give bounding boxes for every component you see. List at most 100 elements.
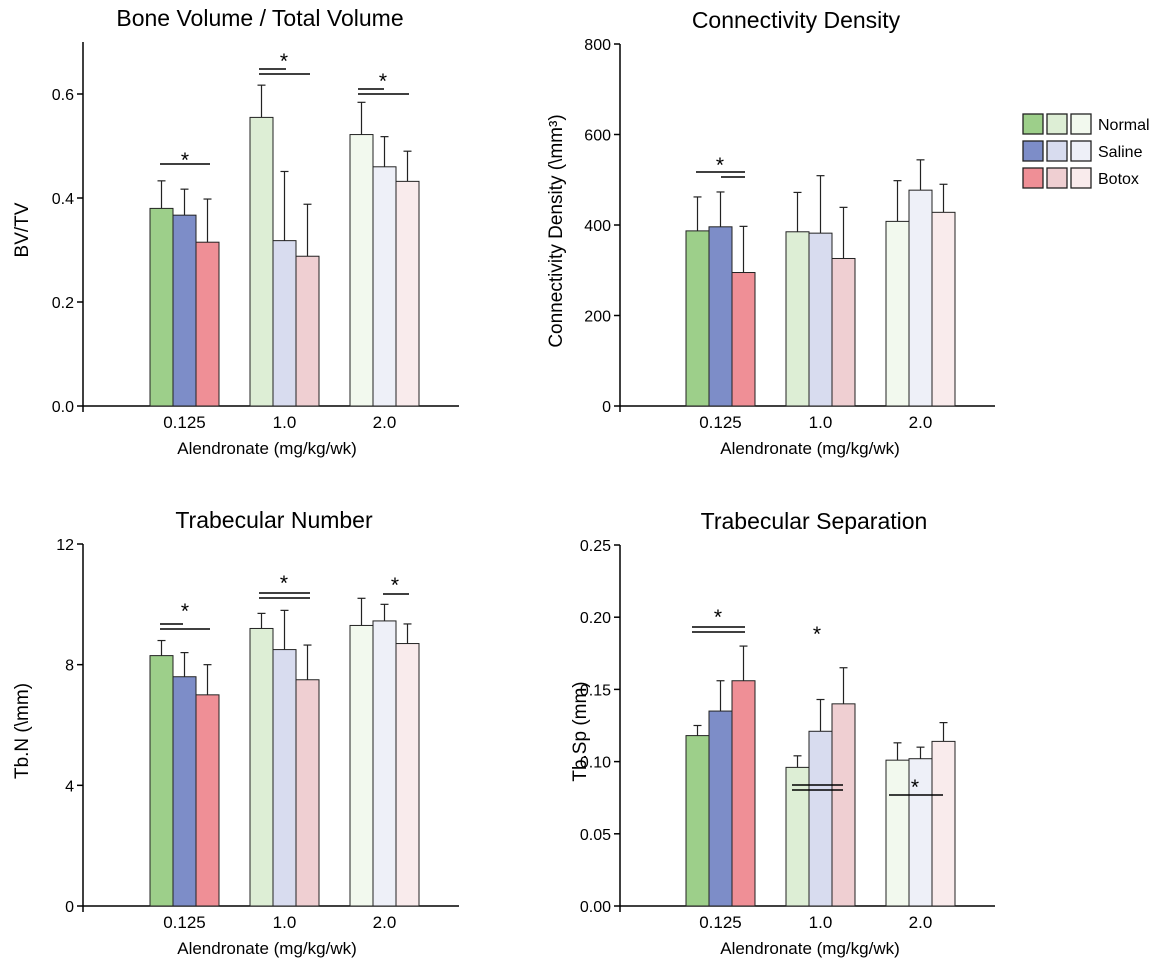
bar-botox-1 (195, 241, 220, 407)
bar-botox-2 (295, 255, 320, 407)
legend-label: Botox (1098, 171, 1139, 188)
y-tick-label: 0.2 (52, 295, 74, 312)
bar-normal-2 (249, 627, 274, 907)
y-tick-label: 0.25 (580, 538, 611, 555)
x-axis-label: Alendronate (mg/kg/wk) (177, 939, 357, 958)
x-tick-label: 2.0 (373, 913, 397, 932)
legend-label: Normal (1098, 117, 1150, 134)
x-tick-label: 0.125 (163, 413, 206, 432)
bar-normal-2 (249, 116, 274, 407)
y-axis-label: BV/TV (12, 202, 33, 257)
legend-swatch-botox (1070, 167, 1092, 189)
bar-normal-3 (349, 624, 374, 907)
y-tick-label: 0.15 (580, 682, 611, 699)
x-tick-label: 2.0 (909, 913, 933, 932)
x-tick-label: 0.125 (163, 913, 206, 932)
charts: Bone Volume / Total Volume 0.0 0.2 0.4 0.6 BV… (12, 5, 995, 958)
legend-swatch-saline (1022, 140, 1044, 162)
significance-star: * (280, 572, 288, 595)
bar-normal-1 (149, 655, 174, 907)
y-tick-label: 0.0 (52, 399, 74, 416)
bar-botox-3 (931, 740, 956, 907)
bar-botox-3 (395, 643, 420, 907)
y-tick-label: 0 (65, 899, 74, 916)
significance-star: * (391, 574, 399, 597)
bar-botox-3 (931, 211, 956, 407)
significance-star: * (379, 70, 387, 93)
x-axis-label: Alendronate (mg/kg/wk) (720, 939, 900, 958)
y-tick-label: 0.00 (580, 899, 611, 916)
legend-swatch-botox (1022, 167, 1044, 189)
y-tick-label: 0.20 (580, 610, 611, 627)
bar-botox-3 (395, 180, 420, 407)
significance-star: * (181, 149, 189, 172)
legend-swatch-normal (1022, 113, 1044, 135)
y-tick-label: 0.10 (580, 755, 611, 772)
bar-saline-3 (372, 166, 397, 407)
x-tick-label: 0.125 (699, 413, 742, 432)
bar-normal-3 (885, 759, 910, 907)
x-tick-label: 1.0 (273, 413, 297, 432)
legend-label: Saline (1098, 144, 1143, 161)
y-tick-label: 0.4 (52, 191, 74, 208)
significance-star: * (716, 154, 724, 177)
bar-saline-2 (272, 649, 297, 907)
y-tick-label: 0 (602, 399, 611, 416)
bar-saline-2 (272, 240, 297, 407)
y-tick-label: 0.05 (580, 827, 611, 844)
y-tick-label: 4 (65, 778, 74, 795)
panel-3: Trabecular Number 0 4 8 12 Tb.N (\mm) 0.125 1.0… (12, 507, 459, 958)
x-tick-label: 1.0 (809, 913, 833, 932)
bar-saline-1 (172, 214, 197, 407)
significance-star: * (280, 50, 288, 73)
bar-botox-2 (295, 679, 320, 907)
y-tick-label: 0.6 (52, 87, 74, 104)
chart-title: Trabecular Separation (701, 508, 928, 534)
panel-2: Connectivity Density 0 200 400 600 800 Connect… (546, 7, 995, 458)
x-tick-label: 2.0 (373, 413, 397, 432)
legend-swatch-saline (1046, 140, 1068, 162)
bar-saline-3 (908, 189, 933, 407)
bar-saline-1 (708, 226, 733, 407)
significance-star: * (181, 600, 189, 623)
significance-star: * (714, 606, 722, 629)
panel-1: Bone Volume / Total Volume 0.0 0.2 0.4 0.6 BV… (12, 5, 459, 458)
x-axis-label: Alendronate (mg/kg/wk) (720, 439, 900, 458)
chart-title: Bone Volume / Total Volume (116, 5, 403, 31)
y-tick-label: 8 (65, 658, 74, 675)
bar-normal-1 (685, 735, 710, 907)
bar-botox-1 (731, 272, 756, 407)
bar-botox-1 (731, 680, 756, 907)
legend: Normal Saline Botox (1022, 113, 1150, 189)
x-tick-label: 1.0 (809, 413, 833, 432)
bar-saline-2 (808, 730, 833, 907)
y-tick-label: 600 (584, 128, 611, 145)
bar-botox-2 (831, 703, 856, 907)
bar-botox-2 (831, 257, 856, 407)
legend-swatch-saline (1070, 140, 1092, 162)
x-axis-label: Alendronate (mg/kg/wk) (177, 439, 357, 458)
bar-normal-2 (785, 231, 810, 407)
bar-normal-2 (785, 766, 810, 907)
bar-normal-1 (149, 207, 174, 407)
bar-normal-1 (685, 230, 710, 407)
x-tick-label: 2.0 (909, 413, 933, 432)
y-axis-label: Tb.Sp (mm) (570, 681, 591, 781)
bar-saline-1 (708, 710, 733, 907)
significance-star: * (813, 623, 821, 646)
legend-swatch-botox (1046, 167, 1068, 189)
y-axis-label: Tb.N (\mm) (12, 683, 33, 779)
bar-saline-3 (372, 620, 397, 907)
bar-saline-2 (808, 232, 833, 407)
y-axis-label: Connectivity Density (\mm³) (546, 114, 567, 347)
bar-normal-3 (349, 134, 374, 407)
y-tick-label: 12 (56, 537, 74, 554)
bar-saline-1 (172, 676, 197, 907)
bar-normal-3 (885, 220, 910, 407)
legend-swatch-normal (1046, 113, 1068, 135)
bar-botox-1 (195, 694, 220, 907)
y-tick-label: 800 (584, 37, 611, 54)
x-tick-label: 1.0 (273, 913, 297, 932)
chart-title: Trabecular Number (175, 507, 373, 533)
